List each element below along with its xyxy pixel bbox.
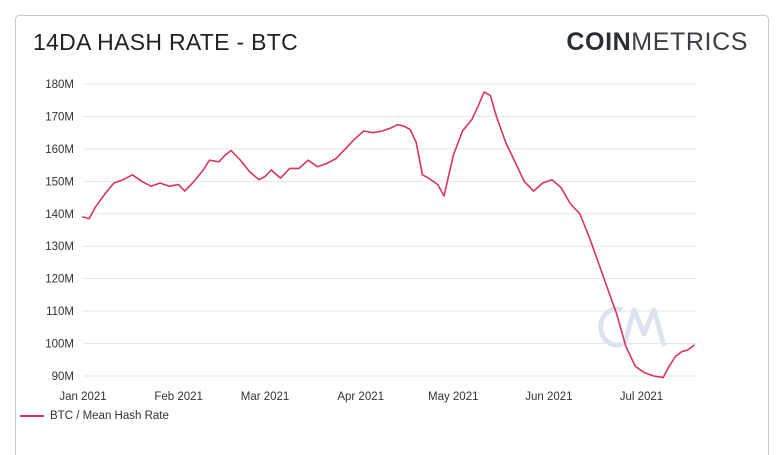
series-layer — [82, 91, 695, 379]
y-axis-ticks: 90M 100M 110M 120M 130M 140M 150M 160M 170M 180M — [45, 79, 74, 383]
x-axis-ticks: Jan 2021 Feb 2021 Mar 2021 Apr 2021 May 2021… — [59, 391, 663, 403]
logo-metrics-text: METRICS — [631, 28, 748, 56]
x-tick-label: May 2021 — [428, 391, 479, 403]
chart-plot: 90M100M110M120M130M140M150M160M170M180M … — [45, 79, 697, 403]
y-tick-label: 150M — [45, 176, 74, 188]
y-tick-label: 180M — [45, 79, 74, 91]
x-tick-label: Mar 2021 — [241, 391, 290, 403]
x-tick-label: Jul 2021 — [620, 391, 663, 403]
y-tick-label: 90M — [52, 371, 74, 383]
y-tick-label: 140M — [45, 209, 74, 221]
watermark-c-shape — [598, 306, 623, 348]
series-line-hash-rate — [82, 91, 695, 379]
x-tick-label: Apr 2021 — [337, 391, 384, 403]
y-tick-label: 170M — [45, 111, 74, 123]
y-tick-label: 100M — [45, 339, 74, 351]
y-tick-label: 160M — [45, 144, 74, 156]
watermark-m-shape — [621, 307, 667, 347]
grid-lines — [83, 83, 697, 377]
logo-coin-text: COIN — [566, 28, 632, 56]
x-tick-label: Jan 2021 — [59, 391, 106, 403]
y-tick-label: 120M — [45, 274, 74, 286]
legend-swatch — [20, 415, 44, 417]
cm-watermark-icon — [598, 306, 667, 348]
x-tick-label: Jun 2021 — [525, 391, 572, 403]
legend-label: BTC / Mean Hash Rate — [50, 410, 169, 422]
y-tick-label: 130M — [45, 241, 74, 253]
x-tick-label: Feb 2021 — [154, 391, 203, 403]
chart-card: 14DA HASH RATE - BTC COINMETRICS — [15, 15, 769, 455]
chart-title: 14DA HASH RATE - BTC — [33, 29, 299, 55]
coinmetrics-logo: COINMETRICS — [566, 28, 748, 57]
legend[interactable]: BTC / Mean Hash Rate — [20, 410, 169, 422]
y-tick-label: 110M — [46, 306, 74, 318]
